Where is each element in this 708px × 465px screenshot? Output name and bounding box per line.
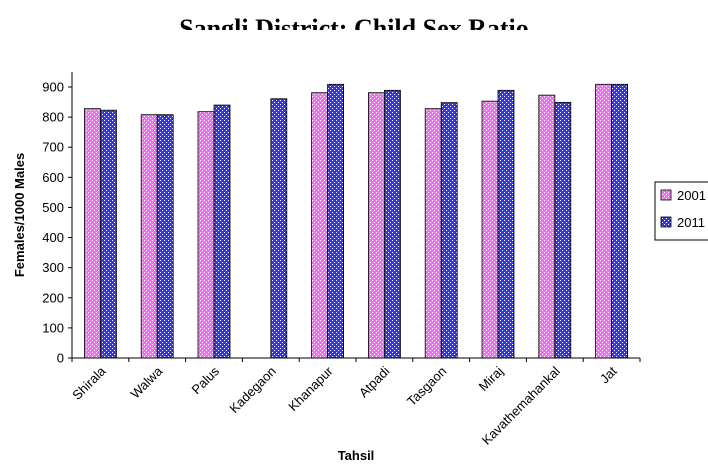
y-tick-label: 200 [42,290,64,305]
y-tick-label: 0 [57,351,64,366]
y-tick-label: 800 [42,110,64,125]
bar-2001-walwa [140,114,158,359]
bar-2001-shirala [84,108,101,359]
x-tick-label: Palus [189,363,223,397]
y-tick-label: 400 [42,230,64,245]
bar-2011-jat [611,83,628,359]
x-tick-label: Walwa [127,363,165,401]
legend-label-2001: 2001 [677,188,706,203]
bar-2001-palus [197,111,215,359]
y-tick-label: 900 [42,80,64,95]
chart-title-clip: Sangli District: Child Sex Ratio [0,0,708,30]
legend: 2001 2011 [654,181,708,241]
bar-2011-atpadi [383,89,401,359]
bar-2011-walwa [156,114,174,359]
y-tick-label: 500 [42,200,64,215]
y-tick-label: 100 [42,320,64,335]
x-tick-label: Khanapur [285,363,336,414]
x-tick-label: Jat [597,363,620,386]
legend-label-2011: 2011 [677,215,705,230]
x-tick-label: Shirala [69,363,109,403]
bar-2011-khanapur [327,83,345,359]
bar-2011-kadegaon [270,98,288,359]
bar-2011-shirala [100,109,117,359]
bar-2001-miraj [481,100,499,359]
bar-2001-atpadi [367,92,385,359]
x-axis-title: Tahsil [338,448,375,463]
x-tick-label: Atpadi [356,363,393,400]
y-tick-label: 600 [42,170,64,185]
x-tick-label: Tasgaon [404,364,449,409]
legend-swatch-2001 [660,189,672,201]
bars [84,83,628,359]
bar-2011-tasgaon [440,102,458,359]
x-tick-label: Kadegaon [226,364,279,417]
bar-2001-tasgaon [424,108,442,359]
y-tick-label: 300 [42,260,64,275]
bar-2001-kavathemahankal [538,94,556,359]
bar-2011-kavathemahankal [554,101,572,359]
legend-swatch-2011 [660,216,672,228]
bar-2011-miraj [497,89,515,359]
x-tick-label: Miraj [476,363,507,394]
bar-2011-palus [213,104,231,359]
y-axis-title: Females/1000 Males [12,153,27,277]
bar-2001-jat [595,83,612,359]
y-tick-label: 700 [42,140,64,155]
bar-2001-khanapur [311,92,329,359]
chart-title: Sangli District: Child Sex Ratio [179,14,529,30]
